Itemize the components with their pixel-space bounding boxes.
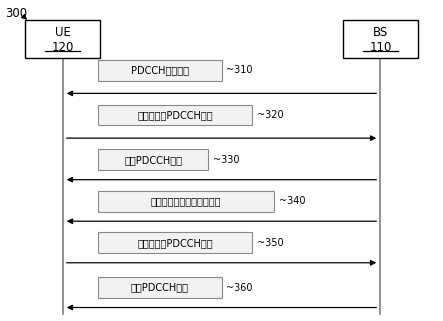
Text: 300: 300 (5, 7, 27, 20)
Text: ~340: ~340 (279, 196, 305, 206)
Text: 请求：激活PDCCH跳频: 请求：激活PDCCH跳频 (137, 110, 213, 120)
Bar (98, 191, 275, 212)
Text: ~350: ~350 (257, 238, 284, 248)
Text: ~360: ~360 (226, 282, 253, 292)
Text: 激活PDCCH跳频: 激活PDCCH跳频 (124, 155, 182, 165)
Text: ~320: ~320 (257, 110, 284, 120)
Bar (98, 232, 253, 253)
Text: 停用PDCCH跳频: 停用PDCCH跳频 (131, 282, 189, 292)
Text: 请求：停用PDCCH跳频: 请求：停用PDCCH跳频 (137, 238, 213, 248)
Bar (25, 20, 100, 58)
Bar (343, 20, 418, 58)
Text: ~330: ~330 (213, 155, 239, 165)
Bar (98, 149, 208, 170)
Text: ~310: ~310 (226, 65, 253, 75)
Text: BS: BS (373, 26, 388, 39)
Bar (98, 277, 222, 298)
Text: 控制信息（根据跳频模式）: 控制信息（根据跳频模式） (151, 196, 222, 206)
Text: 110: 110 (369, 41, 392, 54)
Text: UE: UE (54, 26, 70, 39)
Bar (98, 105, 253, 125)
Text: 120: 120 (51, 41, 74, 54)
Bar (98, 60, 222, 81)
Text: PDCCH跳频配置: PDCCH跳频配置 (131, 65, 189, 75)
